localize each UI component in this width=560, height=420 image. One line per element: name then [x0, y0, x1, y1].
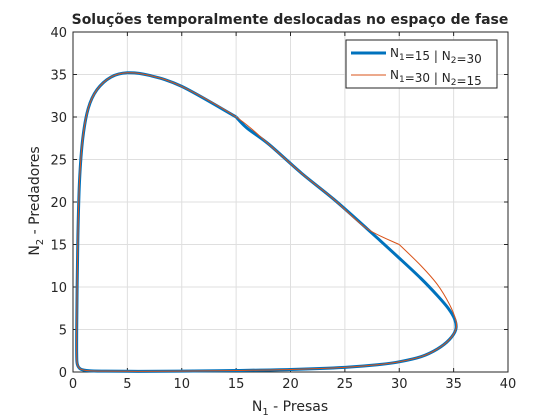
y-tick-label: 30	[50, 111, 67, 126]
y-tick-label: 40	[50, 26, 67, 41]
legend-box	[345, 39, 498, 89]
y-tick-label: 35	[50, 69, 67, 84]
y-axis-label: N2 - Predadores	[27, 146, 46, 255]
x-tick-label: 5	[123, 377, 131, 392]
axis-ticks: 0 5 10 15 20 25 30 35 40 0 5 10 15 20 25 30 35 40	[50, 26, 516, 392]
y-tick-label: 10	[50, 281, 67, 296]
y-tick-label: 25	[50, 154, 67, 169]
series-line-2	[76, 72, 458, 372]
x-tick-label: 40	[500, 377, 517, 392]
y-tick-label: 5	[59, 324, 67, 339]
legend-entry-2: N1=30 | N2=15	[390, 68, 482, 88]
y-tick-label: 0	[59, 366, 67, 381]
x-tick-label: 20	[282, 377, 299, 392]
legend-entry-1: N1=15 | N2=30	[390, 46, 482, 66]
chart-title: Soluções temporalmente deslocadas no esp…	[72, 12, 509, 28]
x-axis-label: N1 - Presas	[252, 399, 328, 418]
x-tick-label: 30	[391, 377, 408, 392]
x-tick-label: 10	[173, 377, 190, 392]
series-layer	[75, 71, 458, 373]
x-tick-label: 0	[69, 377, 77, 392]
y-tick-label: 20	[50, 196, 67, 211]
x-tick-label: 15	[228, 377, 245, 392]
x-tick-label: 35	[445, 377, 462, 392]
x-tick-label: 25	[337, 377, 354, 392]
y-tick-label: 15	[50, 239, 67, 254]
